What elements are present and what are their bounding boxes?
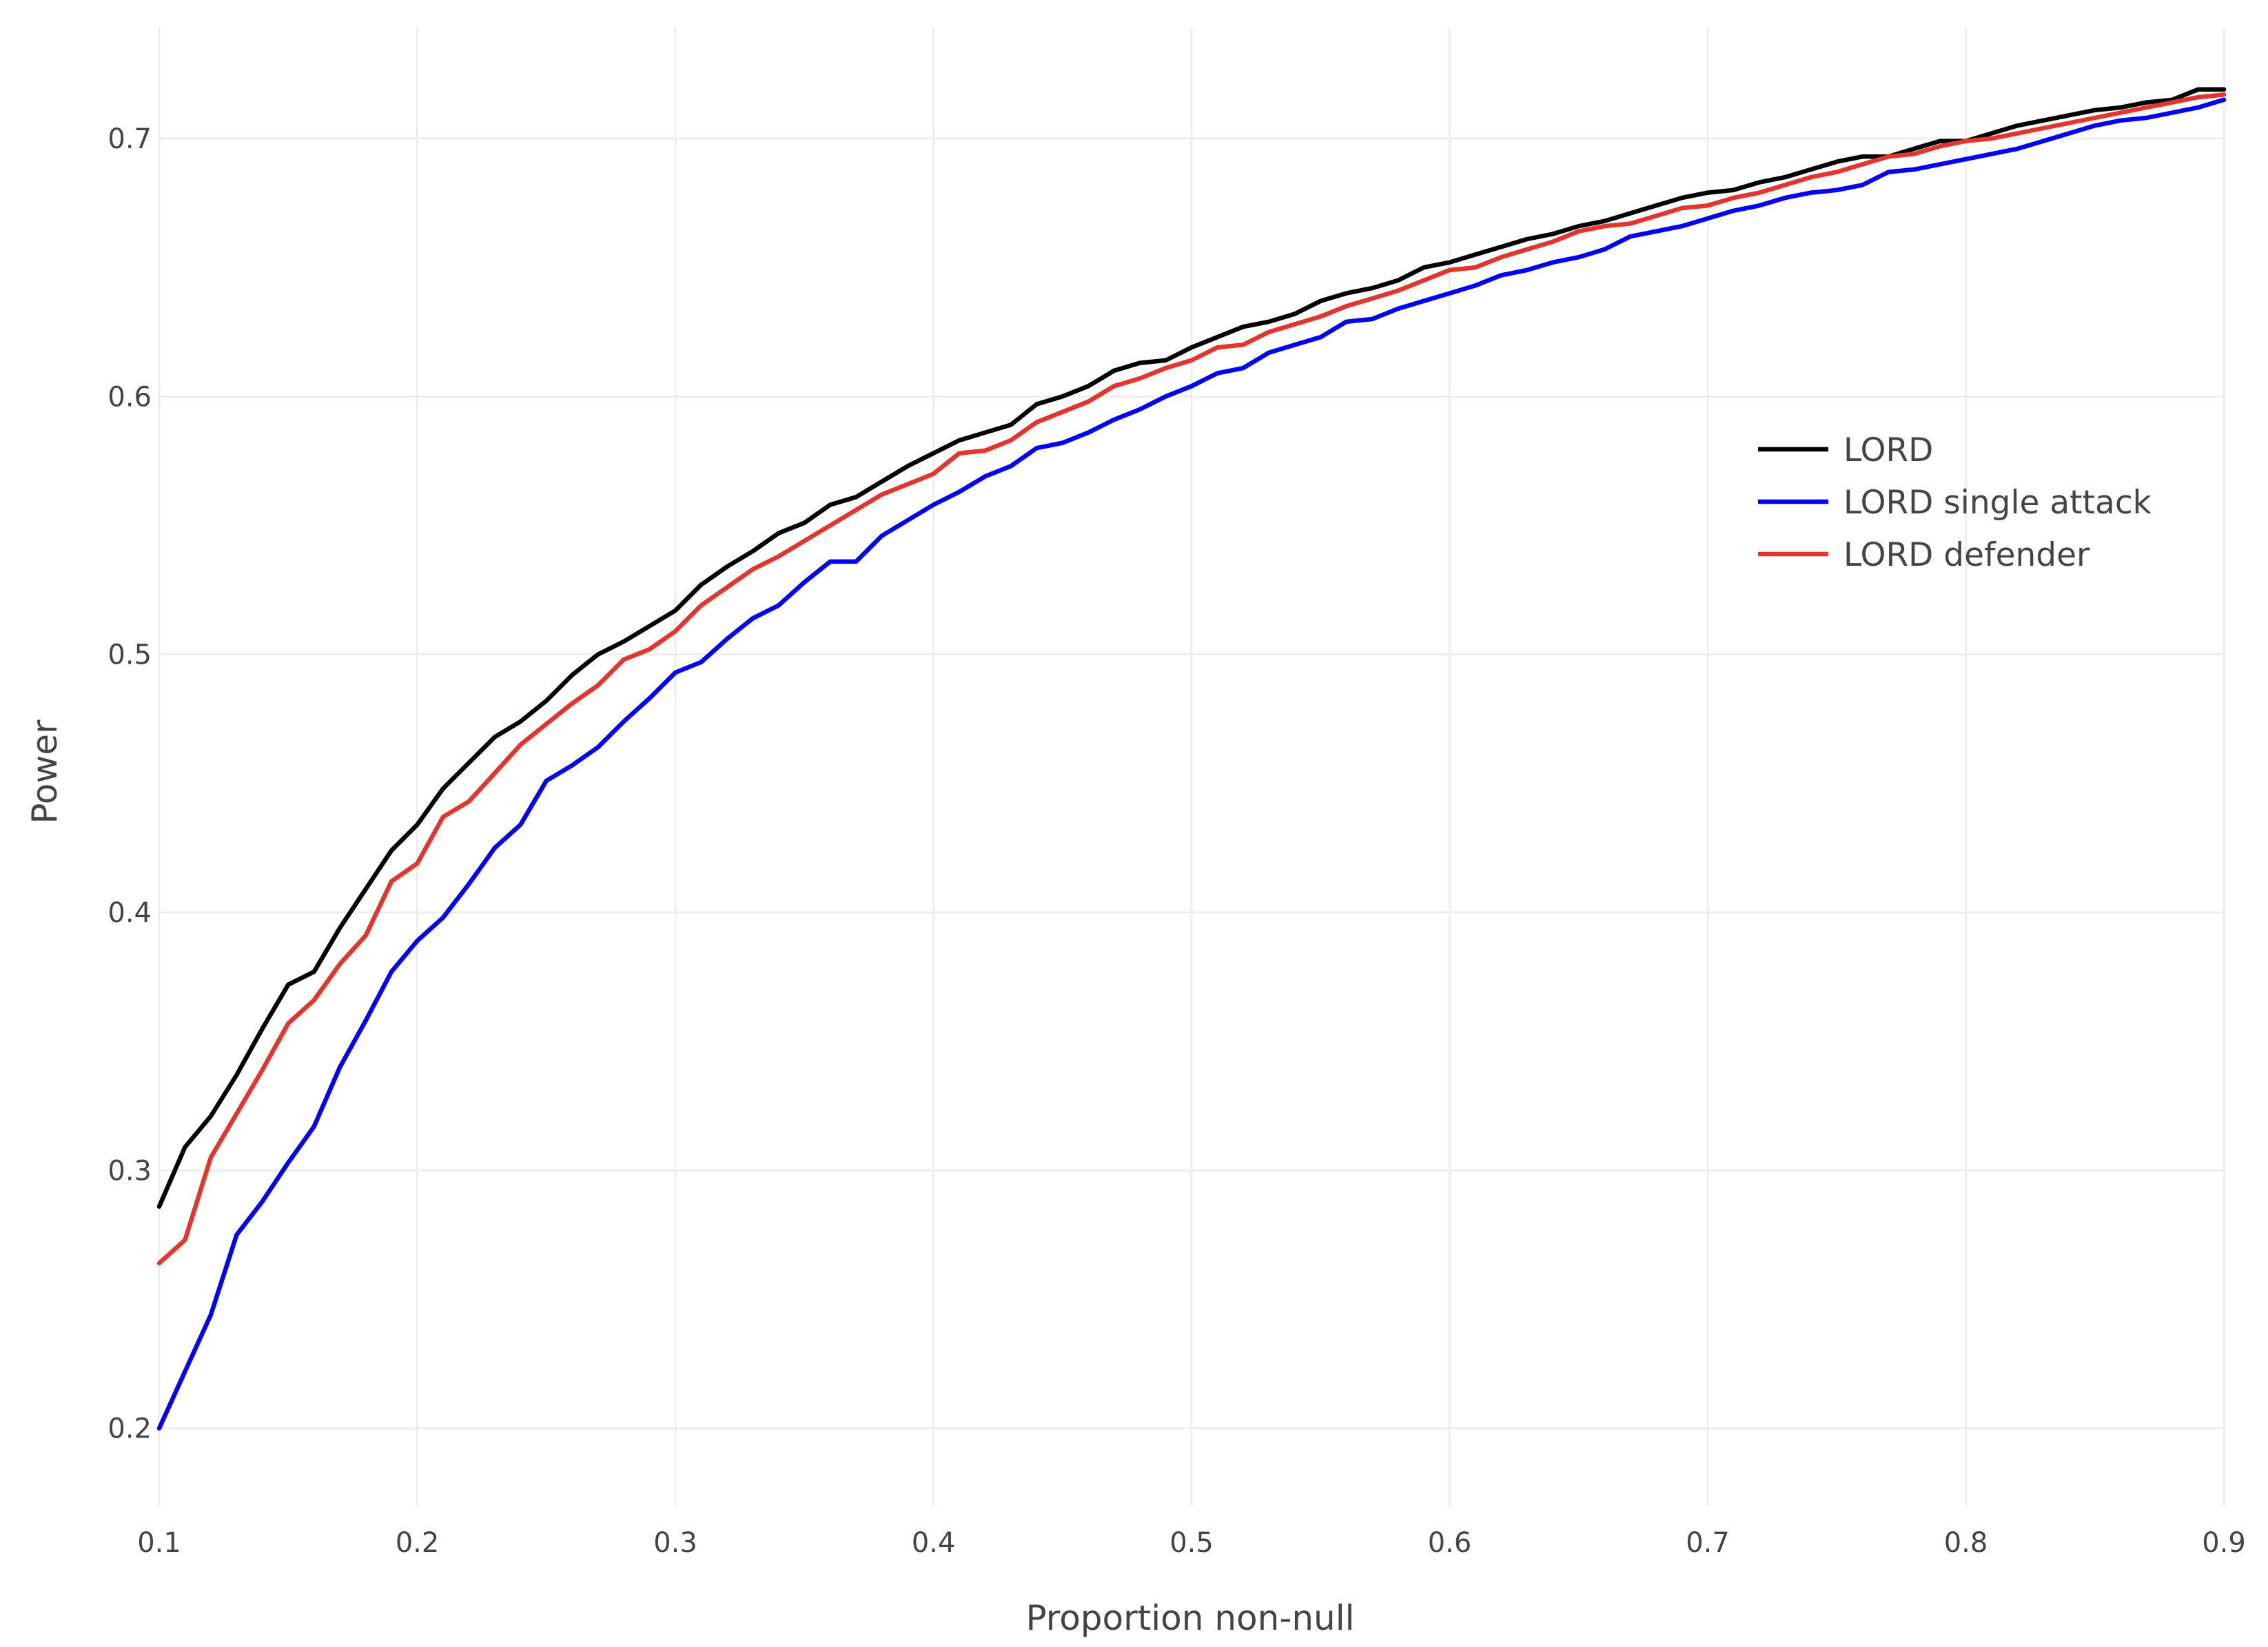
x-tick-label: 0.2: [396, 1527, 440, 1559]
y-tick-label: 0.5: [108, 640, 152, 671]
series-lines: [156, 87, 2227, 1431]
series-line-1: [156, 97, 2227, 1431]
series-line-0: [156, 87, 2227, 1209]
x-tick-label: 0.6: [1428, 1527, 1472, 1559]
y-tick-label: 0.2: [108, 1413, 152, 1445]
series-line-2: [156, 92, 2227, 1266]
y-axis-title: Power: [25, 719, 65, 824]
legend-item: LORD defender: [1758, 536, 2090, 574]
y-tick-label: 0.7: [108, 123, 152, 155]
y-tick-label: 0.6: [108, 381, 152, 413]
legend-label: LORD: [1843, 431, 1933, 469]
y-gridlines: [159, 137, 2224, 1430]
y-tick-label: 0.3: [108, 1155, 152, 1187]
legend-label: LORD single attack: [1843, 484, 2152, 522]
legend-label: LORD defender: [1843, 536, 2090, 574]
x-axis-title: Proportion non-null: [1025, 1598, 1354, 1638]
x-tick-label: 0.4: [912, 1527, 956, 1559]
y-tick-labels: 0.2 0.3 0.4 0.5 0.6 0.7: [108, 123, 152, 1445]
x-tick-label: 0.3: [653, 1527, 697, 1559]
x-tick-label: 0.1: [137, 1527, 181, 1559]
x-tick-label: 0.8: [1944, 1527, 1988, 1559]
legend: LORD LORD single attack LORD defender: [1758, 431, 2152, 574]
x-gridlines: [158, 28, 2225, 1506]
x-tick-labels: 0.1 0.2 0.3 0.4 0.5 0.6 0.7 0.8 0.9: [137, 1527, 2246, 1559]
x-tick-label: 0.7: [1686, 1527, 1730, 1559]
y-tick-label: 0.4: [108, 897, 152, 929]
legend-item: LORD single attack: [1758, 484, 2152, 522]
legend-item: LORD: [1758, 431, 1933, 469]
x-tick-label: 0.5: [1169, 1527, 1214, 1559]
x-tick-label: 0.9: [2202, 1527, 2246, 1559]
